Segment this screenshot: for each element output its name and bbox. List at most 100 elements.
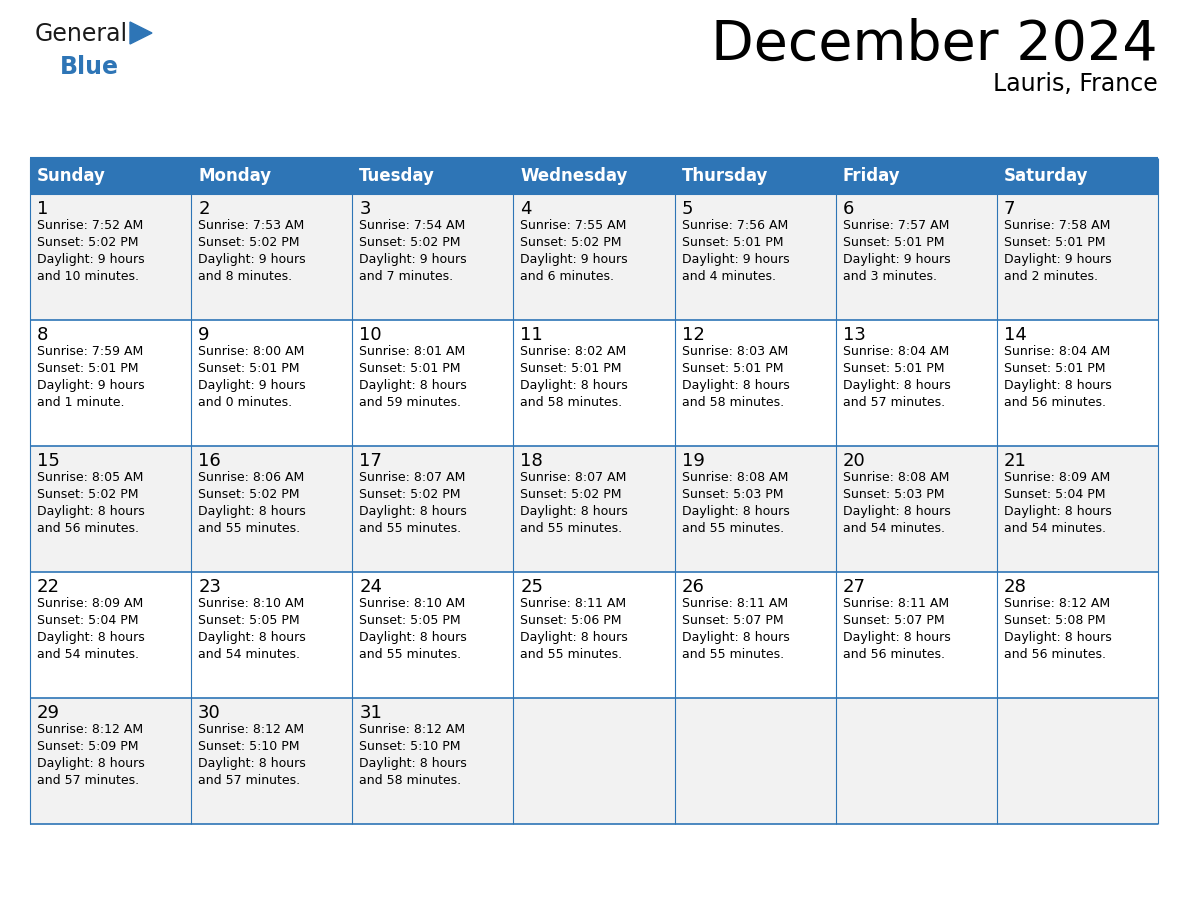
Text: Sunset: 5:10 PM: Sunset: 5:10 PM — [359, 740, 461, 753]
Bar — [997, 320, 1158, 446]
Text: Sunset: 5:04 PM: Sunset: 5:04 PM — [37, 614, 139, 627]
Text: Daylight: 9 hours: Daylight: 9 hours — [842, 253, 950, 266]
Bar — [675, 446, 835, 572]
Text: Tuesday: Tuesday — [359, 167, 435, 185]
Text: Daylight: 8 hours: Daylight: 8 hours — [37, 757, 145, 770]
Text: and 57 minutes.: and 57 minutes. — [842, 396, 944, 409]
Text: Sunrise: 8:04 AM: Sunrise: 8:04 AM — [1004, 345, 1110, 358]
Text: 23: 23 — [198, 578, 221, 596]
Bar — [675, 194, 835, 320]
Text: Sunday: Sunday — [37, 167, 106, 185]
Text: Sunset: 5:03 PM: Sunset: 5:03 PM — [842, 488, 944, 501]
Bar — [191, 158, 353, 194]
Text: Daylight: 8 hours: Daylight: 8 hours — [198, 631, 305, 644]
Text: Sunrise: 8:12 AM: Sunrise: 8:12 AM — [198, 723, 304, 736]
Text: Sunrise: 8:08 AM: Sunrise: 8:08 AM — [682, 471, 788, 484]
Bar — [513, 320, 675, 446]
Bar — [835, 572, 997, 698]
Text: Daylight: 9 hours: Daylight: 9 hours — [359, 253, 467, 266]
Text: Daylight: 9 hours: Daylight: 9 hours — [520, 253, 628, 266]
Text: Sunset: 5:02 PM: Sunset: 5:02 PM — [37, 236, 139, 249]
Text: 6: 6 — [842, 200, 854, 218]
Bar — [513, 158, 675, 194]
Bar — [997, 446, 1158, 572]
Text: Sunset: 5:01 PM: Sunset: 5:01 PM — [37, 362, 139, 375]
Text: Sunset: 5:08 PM: Sunset: 5:08 PM — [1004, 614, 1106, 627]
Text: 29: 29 — [37, 704, 61, 722]
Text: Daylight: 8 hours: Daylight: 8 hours — [198, 505, 305, 518]
Text: Sunset: 5:07 PM: Sunset: 5:07 PM — [842, 614, 944, 627]
Bar — [835, 158, 997, 194]
Text: and 54 minutes.: and 54 minutes. — [1004, 522, 1106, 535]
Text: Daylight: 8 hours: Daylight: 8 hours — [842, 631, 950, 644]
Text: and 4 minutes.: and 4 minutes. — [682, 270, 776, 283]
Text: Sunset: 5:05 PM: Sunset: 5:05 PM — [359, 614, 461, 627]
Text: Sunrise: 8:04 AM: Sunrise: 8:04 AM — [842, 345, 949, 358]
Text: and 6 minutes.: and 6 minutes. — [520, 270, 614, 283]
Text: Sunrise: 7:55 AM: Sunrise: 7:55 AM — [520, 219, 627, 232]
Text: 8: 8 — [37, 326, 49, 344]
Text: Daylight: 8 hours: Daylight: 8 hours — [359, 631, 467, 644]
Text: Daylight: 8 hours: Daylight: 8 hours — [1004, 379, 1112, 392]
Text: Sunrise: 8:00 AM: Sunrise: 8:00 AM — [198, 345, 304, 358]
Text: Monday: Monday — [198, 167, 271, 185]
Text: Sunrise: 7:56 AM: Sunrise: 7:56 AM — [682, 219, 788, 232]
Text: 9: 9 — [198, 326, 209, 344]
Text: Blue: Blue — [61, 55, 119, 79]
Text: Daylight: 8 hours: Daylight: 8 hours — [682, 379, 789, 392]
Text: and 56 minutes.: and 56 minutes. — [1004, 648, 1106, 661]
Text: Sunrise: 8:10 AM: Sunrise: 8:10 AM — [198, 597, 304, 610]
Text: Sunrise: 8:12 AM: Sunrise: 8:12 AM — [359, 723, 466, 736]
Text: Sunrise: 8:12 AM: Sunrise: 8:12 AM — [1004, 597, 1110, 610]
Text: Sunset: 5:01 PM: Sunset: 5:01 PM — [842, 236, 944, 249]
Text: Daylight: 8 hours: Daylight: 8 hours — [359, 505, 467, 518]
Text: Daylight: 9 hours: Daylight: 9 hours — [1004, 253, 1112, 266]
Text: 5: 5 — [682, 200, 693, 218]
Bar — [675, 572, 835, 698]
Text: 2: 2 — [198, 200, 209, 218]
Text: Sunrise: 8:11 AM: Sunrise: 8:11 AM — [520, 597, 626, 610]
Text: Sunset: 5:04 PM: Sunset: 5:04 PM — [1004, 488, 1105, 501]
Text: Daylight: 8 hours: Daylight: 8 hours — [682, 505, 789, 518]
Text: 11: 11 — [520, 326, 543, 344]
Text: and 10 minutes.: and 10 minutes. — [37, 270, 139, 283]
Text: Sunset: 5:02 PM: Sunset: 5:02 PM — [520, 488, 623, 501]
Text: Sunset: 5:10 PM: Sunset: 5:10 PM — [198, 740, 299, 753]
Text: 21: 21 — [1004, 452, 1026, 470]
Text: Sunset: 5:01 PM: Sunset: 5:01 PM — [1004, 236, 1105, 249]
Text: Wednesday: Wednesday — [520, 167, 627, 185]
Text: and 58 minutes.: and 58 minutes. — [359, 774, 461, 787]
Text: and 1 minute.: and 1 minute. — [37, 396, 125, 409]
Bar — [30, 320, 191, 446]
Text: Sunset: 5:01 PM: Sunset: 5:01 PM — [520, 362, 623, 375]
Bar — [353, 194, 513, 320]
Text: and 8 minutes.: and 8 minutes. — [198, 270, 292, 283]
Text: 1: 1 — [37, 200, 49, 218]
Text: Sunset: 5:01 PM: Sunset: 5:01 PM — [682, 362, 783, 375]
Text: Daylight: 8 hours: Daylight: 8 hours — [37, 631, 145, 644]
Text: Daylight: 8 hours: Daylight: 8 hours — [520, 631, 628, 644]
Text: Sunset: 5:09 PM: Sunset: 5:09 PM — [37, 740, 139, 753]
Text: Daylight: 8 hours: Daylight: 8 hours — [842, 379, 950, 392]
Text: Sunset: 5:02 PM: Sunset: 5:02 PM — [359, 236, 461, 249]
Text: 13: 13 — [842, 326, 866, 344]
Text: Daylight: 8 hours: Daylight: 8 hours — [359, 757, 467, 770]
Text: Daylight: 8 hours: Daylight: 8 hours — [842, 505, 950, 518]
Text: Lauris, France: Lauris, France — [993, 72, 1158, 96]
Text: and 55 minutes.: and 55 minutes. — [520, 648, 623, 661]
Text: Sunset: 5:01 PM: Sunset: 5:01 PM — [198, 362, 299, 375]
Bar — [30, 194, 191, 320]
Text: Sunset: 5:02 PM: Sunset: 5:02 PM — [359, 488, 461, 501]
Text: Sunrise: 8:03 AM: Sunrise: 8:03 AM — [682, 345, 788, 358]
Bar — [835, 320, 997, 446]
Text: and 55 minutes.: and 55 minutes. — [359, 522, 461, 535]
Text: Sunset: 5:01 PM: Sunset: 5:01 PM — [682, 236, 783, 249]
Text: Sunrise: 8:09 AM: Sunrise: 8:09 AM — [1004, 471, 1110, 484]
Text: Sunset: 5:07 PM: Sunset: 5:07 PM — [682, 614, 783, 627]
Text: Daylight: 8 hours: Daylight: 8 hours — [682, 631, 789, 644]
Text: Daylight: 9 hours: Daylight: 9 hours — [37, 379, 145, 392]
Bar — [675, 158, 835, 194]
Bar — [353, 158, 513, 194]
Bar — [513, 572, 675, 698]
Text: Saturday: Saturday — [1004, 167, 1088, 185]
